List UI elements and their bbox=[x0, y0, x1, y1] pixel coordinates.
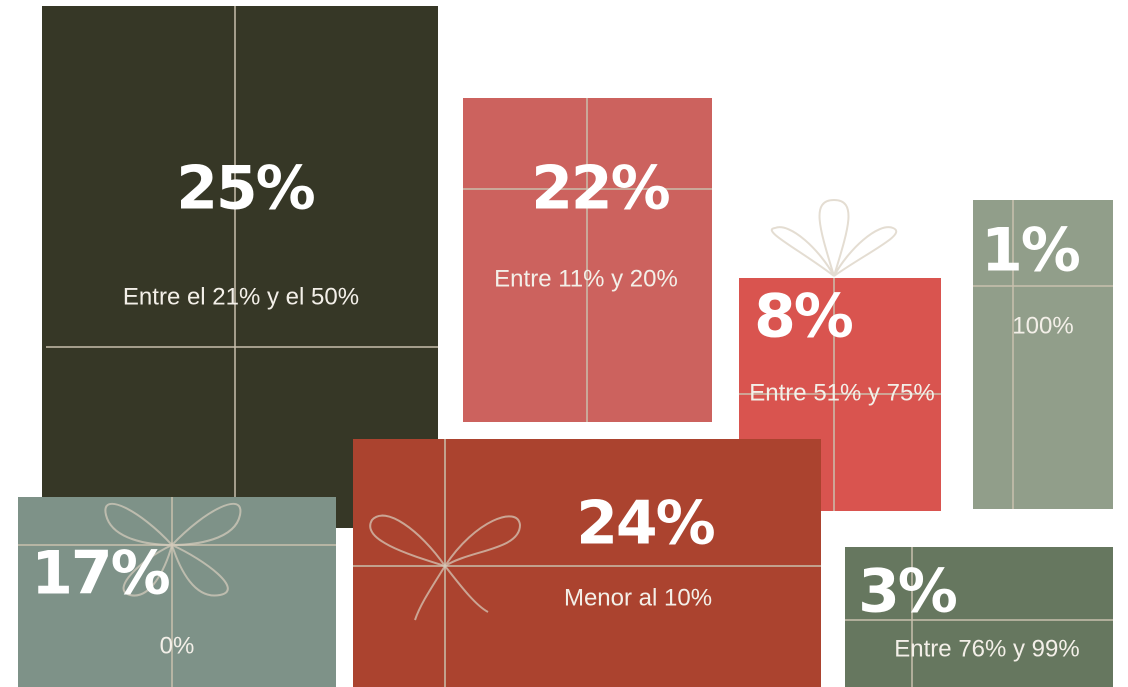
bow bbox=[369, 514, 522, 621]
box-label: 100% bbox=[1012, 312, 1073, 339]
gift-box: 22% Entre 11% y 20% bbox=[463, 98, 712, 422]
box bbox=[18, 497, 336, 687]
box-label: Entre el 21% y el 50% bbox=[123, 283, 359, 310]
box-value: 3% bbox=[858, 557, 957, 627]
box-label: Entre 11% y 20% bbox=[494, 265, 678, 292]
box bbox=[973, 200, 1113, 509]
gift-box: 3% Entre 76% y 99% bbox=[845, 547, 1113, 687]
box-value: 17% bbox=[31, 539, 169, 609]
bow bbox=[104, 502, 242, 597]
box bbox=[353, 439, 821, 687]
box-value: 24% bbox=[576, 489, 714, 559]
box-value: 8% bbox=[754, 282, 853, 352]
gift-box: 24% Menor al 10% bbox=[353, 439, 821, 687]
gift-box: 1% 100% bbox=[973, 200, 1113, 509]
box-label: Menor al 10% bbox=[564, 584, 712, 611]
box-value: 1% bbox=[981, 216, 1080, 286]
box bbox=[845, 547, 1113, 687]
box-value: 25% bbox=[176, 154, 314, 224]
bow bbox=[770, 198, 898, 277]
box-label: 0% bbox=[160, 632, 195, 659]
box-label: Entre 51% y 75% bbox=[749, 379, 934, 406]
gift-box: 17% 0% bbox=[18, 497, 336, 687]
gift-box: 25% Entre el 21% y el 50% bbox=[42, 6, 438, 528]
box-label: Entre 76% y 99% bbox=[894, 635, 1079, 662]
box-value: 22% bbox=[531, 154, 669, 224]
